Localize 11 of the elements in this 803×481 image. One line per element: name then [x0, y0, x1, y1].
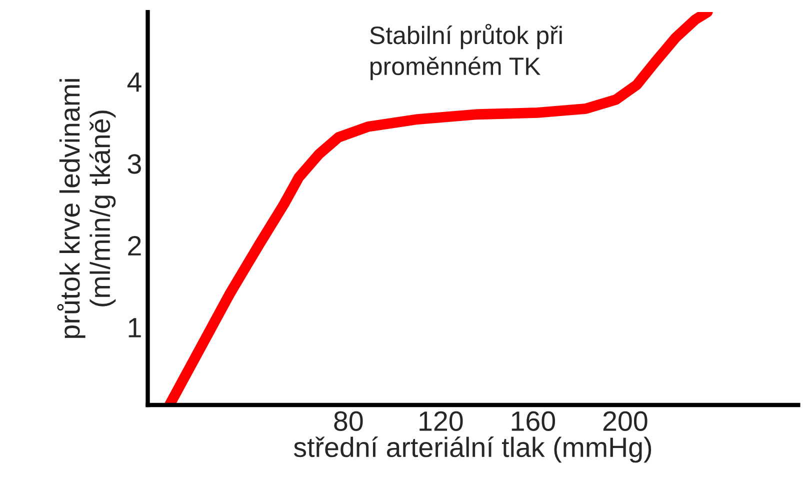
y-axis-title: průtok krve ledvinami (ml/min/g tkáně)	[57, 79, 116, 338]
y-tick-label: 3	[128, 154, 141, 174]
x-tick-label: 160	[512, 411, 556, 431]
x-tick-label: 80	[334, 411, 363, 431]
y-tick-label: 2	[128, 236, 141, 256]
annotation: Stabilní průtok při proměnném TK	[370, 24, 562, 80]
y-tick-label: 4	[127, 72, 142, 92]
y-tick-label: 1	[128, 318, 141, 338]
x-axis-title: střední arteriální tlak (mmHg)	[294, 436, 652, 463]
x-tick-label: 120	[420, 411, 463, 431]
x-tick-label: 200	[603, 411, 648, 431]
